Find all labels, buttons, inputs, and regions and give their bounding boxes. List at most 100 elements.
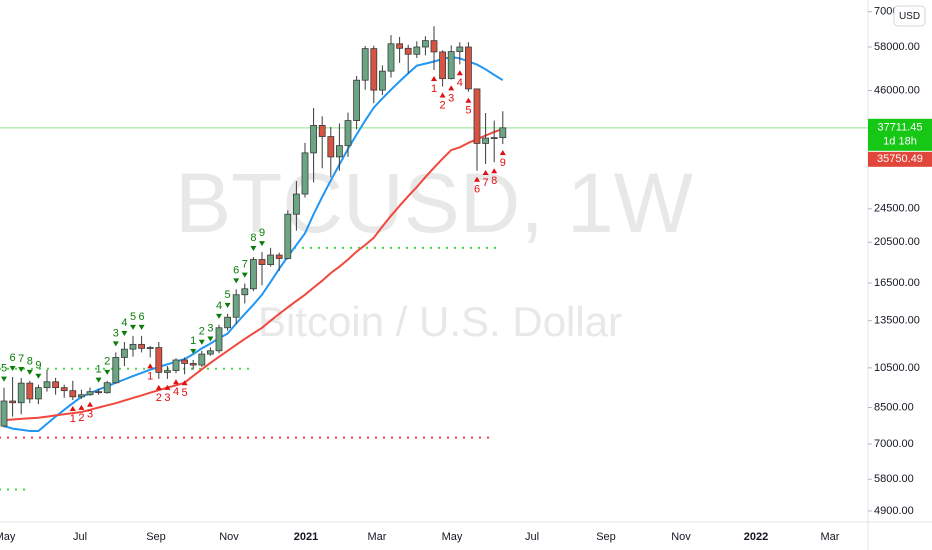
setup-arrow bbox=[448, 85, 455, 91]
candle-body bbox=[232, 294, 240, 318]
setup-sell-count: 2 bbox=[199, 326, 205, 338]
last-price-label: 37711.45 bbox=[877, 122, 922, 134]
setup-arrow bbox=[173, 379, 179, 385]
candle-body bbox=[224, 316, 232, 329]
candle-body bbox=[95, 391, 102, 394]
setup-buy-count: 5 bbox=[182, 387, 188, 399]
candle-body bbox=[78, 394, 85, 398]
setup-sell-count: 3 bbox=[207, 322, 213, 334]
setup-arrow bbox=[112, 341, 119, 347]
x-tick-label: Sep bbox=[146, 531, 166, 543]
setup-arrow bbox=[198, 339, 205, 345]
setup-sell-count: 5 bbox=[1, 363, 7, 375]
setup-buy-count: 1 bbox=[431, 83, 437, 95]
setup-arrow bbox=[35, 373, 42, 379]
candle-body bbox=[189, 363, 197, 366]
x-tick-label: May bbox=[442, 531, 463, 543]
setup-arrow bbox=[1, 376, 7, 382]
candle-body bbox=[129, 343, 137, 350]
setup-arrow bbox=[431, 76, 437, 82]
y-tick-label: 16500.00 bbox=[874, 277, 920, 289]
setup-buy-count: 6 bbox=[474, 184, 480, 196]
setup-arrow bbox=[250, 246, 257, 252]
setup-buy-count: 2 bbox=[156, 392, 162, 404]
setup-arrow bbox=[130, 324, 136, 330]
setup-arrow bbox=[439, 92, 446, 98]
candle-body bbox=[344, 120, 352, 147]
setup-buy-count: 7 bbox=[483, 177, 489, 189]
candle-body bbox=[292, 193, 300, 215]
candle-body bbox=[155, 347, 163, 373]
setup-buy-count: 3 bbox=[164, 392, 170, 404]
x-tick-label: Nov bbox=[219, 531, 239, 543]
x-tick-label: Mar bbox=[821, 531, 840, 543]
setup-arrow bbox=[216, 313, 222, 319]
x-tick-label: 2021 bbox=[294, 531, 318, 543]
x-tick-label: Jul bbox=[73, 531, 87, 543]
setup-sell-count: 1 bbox=[190, 335, 196, 347]
setup-arrow bbox=[499, 149, 506, 155]
x-tick-label: Mar bbox=[368, 531, 387, 543]
setup-buy-count: 1 bbox=[70, 413, 76, 425]
currency-button[interactable] bbox=[893, 5, 926, 27]
candle-body bbox=[482, 137, 490, 144]
y-tick-label: 13500.00 bbox=[874, 315, 920, 327]
candle-body bbox=[198, 353, 206, 366]
setup-sell-count: 4 bbox=[121, 317, 127, 329]
candle-body bbox=[396, 43, 404, 49]
setup-arrow bbox=[69, 405, 76, 411]
currency-label[interactable]: USD bbox=[899, 11, 920, 22]
candle-body bbox=[456, 46, 464, 52]
candle-body bbox=[52, 381, 59, 389]
setup-arrow bbox=[138, 324, 145, 330]
setup-sell-count: 7 bbox=[18, 353, 24, 365]
y-tick-label: 24500.00 bbox=[874, 203, 920, 215]
candle-body bbox=[447, 51, 455, 80]
setup-sell-count: 2 bbox=[104, 356, 110, 368]
candle-body bbox=[86, 391, 94, 396]
x-tick-label: Nov bbox=[671, 531, 691, 543]
x-tick-label: 2022 bbox=[744, 531, 768, 543]
candle-body bbox=[17, 382, 25, 404]
candle-body bbox=[439, 51, 447, 80]
y-tick-label: 20500.00 bbox=[874, 236, 920, 248]
setup-arrow bbox=[155, 384, 162, 390]
setup-arrow bbox=[95, 377, 102, 383]
axes: 70000.0058000.0046000.0024500.0020500.00… bbox=[0, 6, 932, 543]
candle-body bbox=[60, 387, 68, 392]
candle-body bbox=[318, 125, 326, 137]
setup-arrow bbox=[121, 331, 128, 337]
x-tick-label: Sep bbox=[596, 531, 616, 543]
setup-sell-count: 7 bbox=[242, 258, 248, 270]
candle-body bbox=[353, 79, 361, 121]
y-tick-label: 4900.00 bbox=[874, 505, 914, 517]
y-tick-label: 5800.00 bbox=[874, 473, 914, 485]
setup-arrow bbox=[233, 278, 240, 284]
candle-body bbox=[35, 387, 42, 400]
last-price-box bbox=[868, 118, 932, 151]
setup-sell-count: 1 bbox=[96, 364, 102, 376]
setup-arrow bbox=[456, 70, 463, 76]
candle-body bbox=[121, 348, 128, 358]
candle-body bbox=[404, 47, 412, 55]
y-tick-label: 7000.00 bbox=[874, 438, 914, 450]
x-tick-label: May bbox=[0, 531, 16, 543]
candle-body bbox=[9, 400, 17, 404]
candle-body bbox=[103, 382, 111, 394]
y-tick-label: 58000.00 bbox=[874, 41, 920, 53]
setup-arrow bbox=[259, 241, 265, 247]
candle-body bbox=[327, 136, 335, 158]
candle-body bbox=[421, 40, 429, 48]
candle-body bbox=[26, 382, 34, 400]
setup-arrow bbox=[491, 168, 498, 174]
candle-body bbox=[378, 70, 386, 91]
candle-body bbox=[499, 127, 507, 138]
candle-body bbox=[267, 254, 275, 266]
candle-body bbox=[258, 259, 266, 266]
candle-body bbox=[301, 152, 309, 195]
x-tick-label: Jul bbox=[525, 531, 539, 543]
setup-buy-count: 1 bbox=[147, 370, 153, 382]
